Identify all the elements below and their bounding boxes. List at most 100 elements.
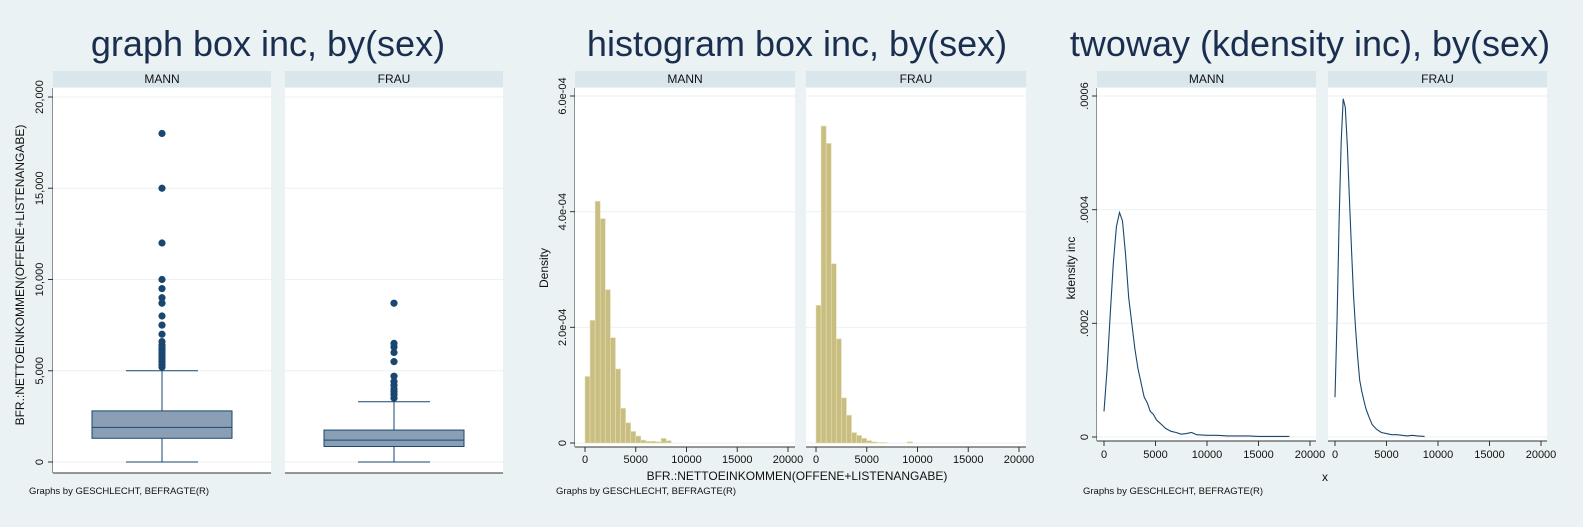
histogram-bar xyxy=(856,435,862,444)
hist-y-tick-label: 6.0e-04 xyxy=(557,77,569,114)
outlier-point xyxy=(158,275,166,284)
outlier-point xyxy=(158,299,166,307)
histogram-bar xyxy=(594,200,601,444)
box-chart-title: graph box inc, by(sex) xyxy=(91,23,445,64)
histogram-bar xyxy=(835,338,842,444)
histogram-bar xyxy=(876,442,883,444)
histogram-bar xyxy=(815,305,822,444)
histogram-chart-y-axis-title: Density xyxy=(537,248,551,288)
outlier-point xyxy=(158,129,166,138)
histogram-bar xyxy=(589,320,596,444)
hist-y-tick-label: 2.0e-04 xyxy=(557,309,569,346)
histogram-bar xyxy=(907,441,913,444)
panel-strip xyxy=(1097,71,1316,87)
histogram-chart-x-axis-title: BFR.:NETTOEINKOMMEN(OFFENE+LISTENANGABE) xyxy=(647,469,948,483)
x-tick-label: 10000 xyxy=(1423,449,1454,461)
histogram-bar xyxy=(825,143,832,444)
panel-strip xyxy=(575,71,795,87)
histogram-chart-title: histogram box inc, by(sex) xyxy=(587,23,1007,64)
outlier-point xyxy=(390,348,398,357)
histogram-bar xyxy=(650,440,657,444)
panel-strip-label: MANN xyxy=(144,72,179,86)
outlier-point xyxy=(158,312,166,320)
x-tick-label: 20000 xyxy=(1004,454,1035,466)
kdens-y-tick-label: 0 xyxy=(1079,434,1091,440)
box-y-tick-label: 20,000 xyxy=(34,80,46,114)
kdens-y-tick-label: .0002 xyxy=(1079,310,1091,338)
histogram-bar xyxy=(620,407,626,444)
kdensity-chart-title: twoway (kdensity inc), by(sex) xyxy=(1070,23,1550,64)
outlier-point xyxy=(158,184,166,192)
x-tick-label: 15000 xyxy=(1243,449,1274,461)
x-tick-label: 10000 xyxy=(671,454,702,466)
outlier-point xyxy=(158,294,166,302)
x-tick-label: 15000 xyxy=(722,454,753,466)
histogram-bar xyxy=(851,432,857,444)
panel-strip-label: MANN xyxy=(667,72,702,86)
box-y-tick-label: 10,000 xyxy=(34,263,46,297)
outlier-point xyxy=(390,299,398,307)
histogram-chart: histogram box inc, by(sex) Density BFR.:… xyxy=(537,23,1034,497)
histogram-bar xyxy=(861,438,868,444)
iqr-box xyxy=(323,429,465,447)
x-tick-label: 20000 xyxy=(1295,449,1326,461)
histogram-bar xyxy=(665,440,672,444)
x-tick-label: 5000 xyxy=(1143,449,1167,461)
hist-y-tick-label: 0 xyxy=(557,440,569,446)
kdensity-line xyxy=(1334,98,1425,437)
panel-strip xyxy=(806,71,1026,87)
outlier-point xyxy=(158,285,166,293)
outlier-point xyxy=(390,358,398,366)
histogram-bar xyxy=(820,125,827,444)
outlier-point xyxy=(158,321,166,329)
x-tick-label: 5000 xyxy=(855,454,879,466)
iqr-box xyxy=(91,410,233,439)
panel-strip xyxy=(53,71,271,87)
plot-region xyxy=(1328,88,1547,441)
histogram-bar xyxy=(584,376,591,444)
histogram-bar xyxy=(866,440,873,444)
box-chart-y-axis-title: BFR.:NETTOEINKOMMEN(OFFENE+LISTENANGABE) xyxy=(13,125,27,426)
histogram-bar xyxy=(604,289,611,444)
histogram-bar xyxy=(625,422,631,444)
outlier-point xyxy=(158,239,166,247)
histogram-bar xyxy=(841,397,847,444)
x-tick-label: 0 xyxy=(1101,449,1107,461)
panel-strip-label: FRAU xyxy=(900,72,933,86)
box-y-tick-label: 5,000 xyxy=(34,357,46,385)
histogram-bar xyxy=(645,440,652,444)
x-tick-label: 15000 xyxy=(953,454,984,466)
panel-strip-label: FRAU xyxy=(378,72,411,86)
histogram-bar xyxy=(871,441,878,444)
histogram-bar xyxy=(635,435,642,444)
outlier-point xyxy=(158,330,166,338)
outlier-point xyxy=(390,372,398,380)
outlier-point xyxy=(390,339,398,347)
x-tick-label: 5000 xyxy=(1374,449,1398,461)
kdensity-chart: twoway (kdensity inc), by(sex) kdensity … xyxy=(1064,23,1556,497)
box-plot-chart: graph box inc, by(sex) BFR.:NETTOEINKOMM… xyxy=(13,23,503,497)
histogram-bar xyxy=(610,337,616,444)
kdens-y-tick-label: .0006 xyxy=(1079,82,1091,110)
panel-strip-label: MANN xyxy=(1189,72,1224,86)
panel-strip xyxy=(285,71,503,87)
kdensity-chart-y-axis-title: kdensity inc xyxy=(1064,237,1078,300)
plot-region xyxy=(806,88,1026,447)
outlier-point xyxy=(158,337,166,346)
x-tick-label: 0 xyxy=(1332,449,1338,461)
x-tick-label: 20000 xyxy=(1526,449,1557,461)
x-tick-label: 15000 xyxy=(1474,449,1505,461)
kdensity-line xyxy=(1103,210,1290,437)
histogram-bar xyxy=(881,442,888,444)
x-tick-label: 10000 xyxy=(902,454,933,466)
histogram-bar xyxy=(615,368,621,444)
x-tick-label: 5000 xyxy=(624,454,648,466)
plot-region xyxy=(1097,88,1316,441)
histogram-bar xyxy=(830,263,837,444)
histogram-bar xyxy=(846,414,852,444)
box-y-tick-label: 15,000 xyxy=(34,171,46,205)
box-y-tick-label: 0 xyxy=(34,459,46,465)
histogram-bar xyxy=(655,441,662,444)
x-tick-label: 0 xyxy=(582,454,588,466)
